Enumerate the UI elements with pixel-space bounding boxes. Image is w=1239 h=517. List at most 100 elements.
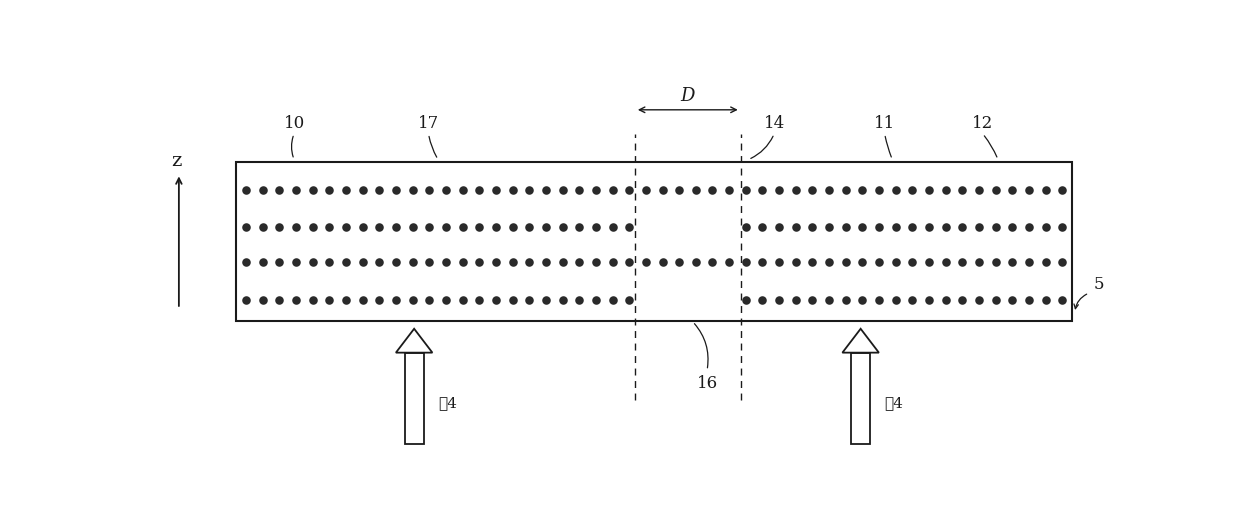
Point	[1002, 258, 1022, 266]
Point	[1052, 258, 1072, 266]
Point	[935, 258, 955, 266]
Point	[786, 186, 805, 194]
Point	[886, 258, 906, 266]
Text: 11: 11	[873, 115, 896, 132]
Point	[769, 223, 789, 231]
Point	[237, 223, 256, 231]
Point	[570, 258, 590, 266]
Point	[969, 223, 989, 231]
Point	[302, 186, 322, 194]
Point	[902, 186, 922, 194]
Point	[986, 296, 1006, 304]
Point	[486, 186, 506, 194]
Point	[736, 258, 756, 266]
Point	[486, 223, 506, 231]
Point	[953, 296, 973, 304]
Point	[470, 258, 489, 266]
Point	[719, 186, 738, 194]
Point	[436, 258, 456, 266]
Point	[602, 296, 622, 304]
Point	[620, 296, 639, 304]
Point	[452, 296, 472, 304]
Point	[553, 296, 572, 304]
Point	[752, 223, 772, 231]
Point	[536, 296, 556, 304]
Point	[387, 186, 406, 194]
Point	[1002, 223, 1022, 231]
Point	[869, 296, 888, 304]
Point	[935, 186, 955, 194]
Point	[1036, 223, 1056, 231]
Point	[536, 258, 556, 266]
Point	[237, 296, 256, 304]
Point	[819, 296, 839, 304]
Point	[436, 296, 456, 304]
Point	[969, 258, 989, 266]
Point	[519, 258, 539, 266]
Point	[836, 258, 856, 266]
Point	[302, 296, 322, 304]
Point	[470, 223, 489, 231]
Point	[869, 223, 888, 231]
Point	[1002, 296, 1022, 304]
Point	[1002, 186, 1022, 194]
Point	[653, 258, 673, 266]
Point	[519, 296, 539, 304]
Point	[719, 258, 738, 266]
Point	[403, 186, 422, 194]
Bar	[237, 162, 1072, 321]
Point	[935, 296, 955, 304]
Point	[336, 258, 356, 266]
Point	[902, 296, 922, 304]
Point	[320, 258, 339, 266]
Point	[403, 296, 422, 304]
Point	[852, 186, 872, 194]
Point	[769, 296, 789, 304]
Point	[302, 223, 322, 231]
Point	[736, 186, 756, 194]
Point	[803, 223, 823, 231]
Point	[602, 258, 622, 266]
Point	[420, 223, 440, 231]
Point	[286, 296, 306, 304]
Point	[586, 186, 606, 194]
Point	[986, 186, 1006, 194]
Point	[253, 186, 273, 194]
Point	[620, 186, 639, 194]
Point	[387, 258, 406, 266]
Point	[403, 223, 422, 231]
Point	[886, 186, 906, 194]
Point	[836, 296, 856, 304]
Point	[986, 258, 1006, 266]
Point	[819, 223, 839, 231]
Point	[836, 223, 856, 231]
Point	[286, 258, 306, 266]
Point	[620, 223, 639, 231]
Point	[553, 186, 572, 194]
Point	[736, 223, 756, 231]
Point	[536, 223, 556, 231]
Point	[503, 186, 523, 194]
Point	[503, 223, 523, 231]
Point	[353, 186, 373, 194]
Point	[436, 186, 456, 194]
Point	[636, 258, 655, 266]
Point	[886, 223, 906, 231]
Point	[369, 186, 389, 194]
Point	[636, 186, 655, 194]
Point	[803, 296, 823, 304]
Point	[286, 186, 306, 194]
Point	[769, 186, 789, 194]
Point	[886, 296, 906, 304]
Point	[1018, 258, 1038, 266]
Point	[553, 223, 572, 231]
Point	[270, 296, 290, 304]
Point	[1018, 186, 1038, 194]
Point	[237, 186, 256, 194]
Point	[836, 186, 856, 194]
Point	[752, 186, 772, 194]
Point	[803, 258, 823, 266]
Point	[519, 186, 539, 194]
Point	[852, 258, 872, 266]
Text: ‧4: ‧4	[885, 396, 903, 410]
